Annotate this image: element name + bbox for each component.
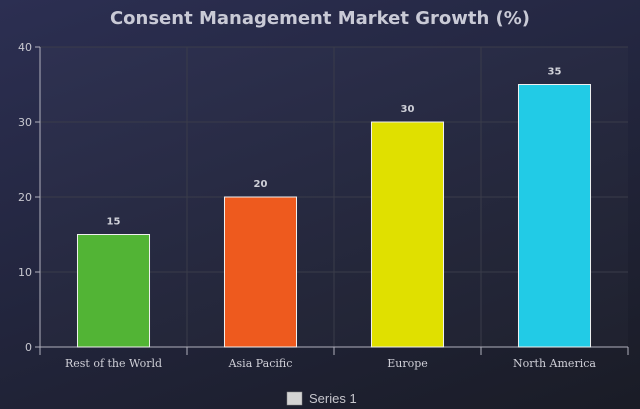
data-label: 35 xyxy=(548,67,562,78)
data-label: 20 xyxy=(254,179,268,190)
bar xyxy=(370,121,445,348)
legend-label: Series 1 xyxy=(309,391,357,406)
data-label: 15 xyxy=(107,217,121,228)
y-tick-label: 10 xyxy=(18,266,32,279)
chart-title: Consent Management Market Growth (%) xyxy=(110,8,530,29)
y-tick-label: 30 xyxy=(18,116,32,129)
x-tick-label: Asia Pacific xyxy=(228,357,293,370)
data-labels: 15 20 30 35 xyxy=(107,67,562,228)
tick-labels: 0 10 20 30 40 Rest of the World Asia Pacific Eu… xyxy=(18,41,596,370)
bar xyxy=(223,196,298,348)
legend-swatch xyxy=(286,391,303,406)
y-tick-label: 20 xyxy=(18,191,32,204)
y-tick-label: 40 xyxy=(18,41,32,54)
bar xyxy=(76,234,151,348)
x-tick-label: North America xyxy=(513,357,596,370)
x-tick-label: Europe xyxy=(387,357,428,370)
bars xyxy=(76,84,592,348)
data-label: 30 xyxy=(401,104,415,115)
x-tick-label: Rest of the World xyxy=(65,357,162,370)
y-tick-label: 0 xyxy=(25,341,32,354)
bar xyxy=(517,84,592,348)
legend: Series 1 xyxy=(286,391,357,406)
